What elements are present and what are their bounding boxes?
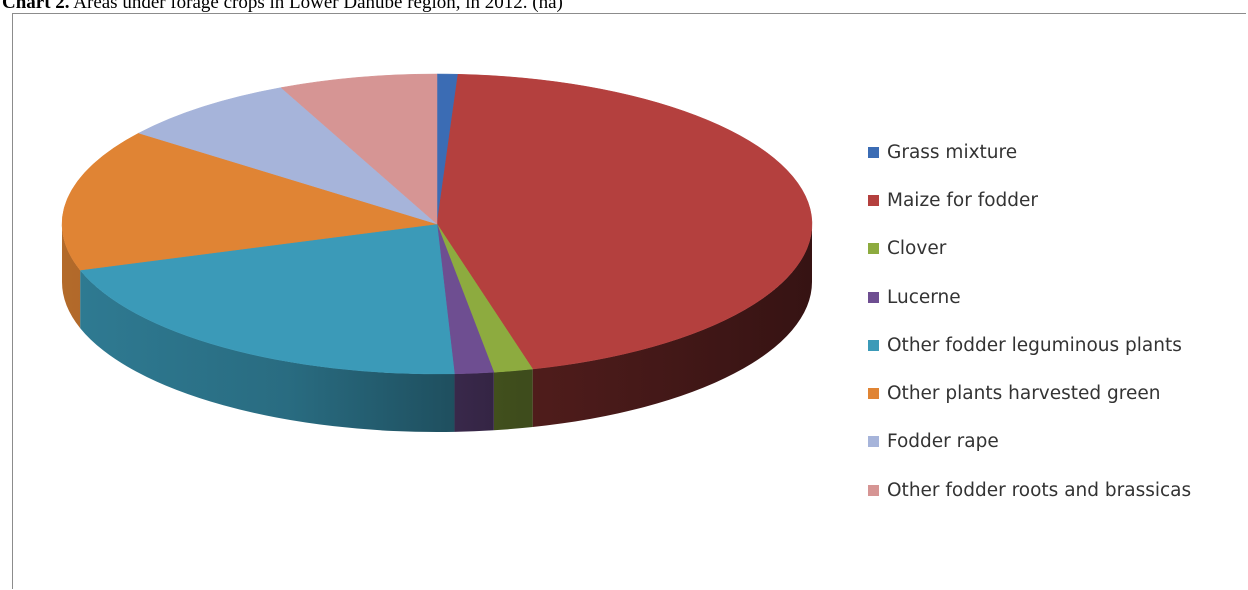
legend-item-clover: Clover [868,225,1191,273]
legend-label: Other fodder roots and brassicas [887,479,1192,501]
legend-swatch [868,484,879,496]
legend-item-other-fodder-roots-and-brassicas: Other fodder roots and brassicas [868,466,1191,514]
pie-side-other-plants-harvested-green [62,224,81,329]
legend-item-grass-mixture: Grass mixture [868,128,1191,176]
legend-swatch [868,388,879,400]
pie-slice-other-fodder-leguminous-plants [79,223,455,375]
caption-text: Areas under forage crops in Lower Danube… [69,0,563,13]
legend-label: Grass mixture [887,141,1018,163]
legend-swatch [868,243,879,255]
pie-side-lucerne [454,372,494,432]
legend-swatch [868,436,879,448]
caption-number: Chart 2. [2,0,70,13]
legend-label: Other fodder leguminous plants [887,334,1182,356]
legend-item-lucerne: Lucerne [868,273,1191,321]
legend-swatch [868,291,879,303]
pie-slice-fodder-rape [138,87,438,225]
legend-swatch [868,146,879,158]
legend-item-maize-for-fodder: Maize for fodder [868,176,1191,224]
legend-label: Clover [887,238,947,260]
legend-item-other-plants-harvested-green: Other plants harvested green [868,369,1191,417]
legend-label: Other plants harvested green [887,383,1161,405]
legend-swatch [868,194,879,206]
legend-item-other-fodder-leguminous-plants: Other fodder leguminous plants [868,321,1191,369]
pie-slice-other-plants-harvested-green [61,132,438,271]
legend-label: Maize for fodder [887,189,1039,211]
legend-item-fodder-rape: Fodder rape [868,418,1191,466]
pie-slice-other-fodder-roots-and-brassicas [280,73,438,225]
legend-label: Lucerne [887,286,961,308]
chart-caption: Chart 2. Areas under forage crops in Low… [2,0,563,14]
legend: Grass mixture Maize for fodder Clover Lucer… [868,128,1191,514]
pie-top [61,73,813,375]
pie-side-maize-for-fodder [532,224,812,428]
legend-swatch [868,339,879,351]
pie-side-clover [493,369,533,431]
pie-slice-maize-for-fodder [436,73,813,370]
pie-side-other-fodder-leguminous-plants [80,270,455,432]
legend-label: Fodder rape [887,431,999,453]
pie-sides [62,224,812,432]
